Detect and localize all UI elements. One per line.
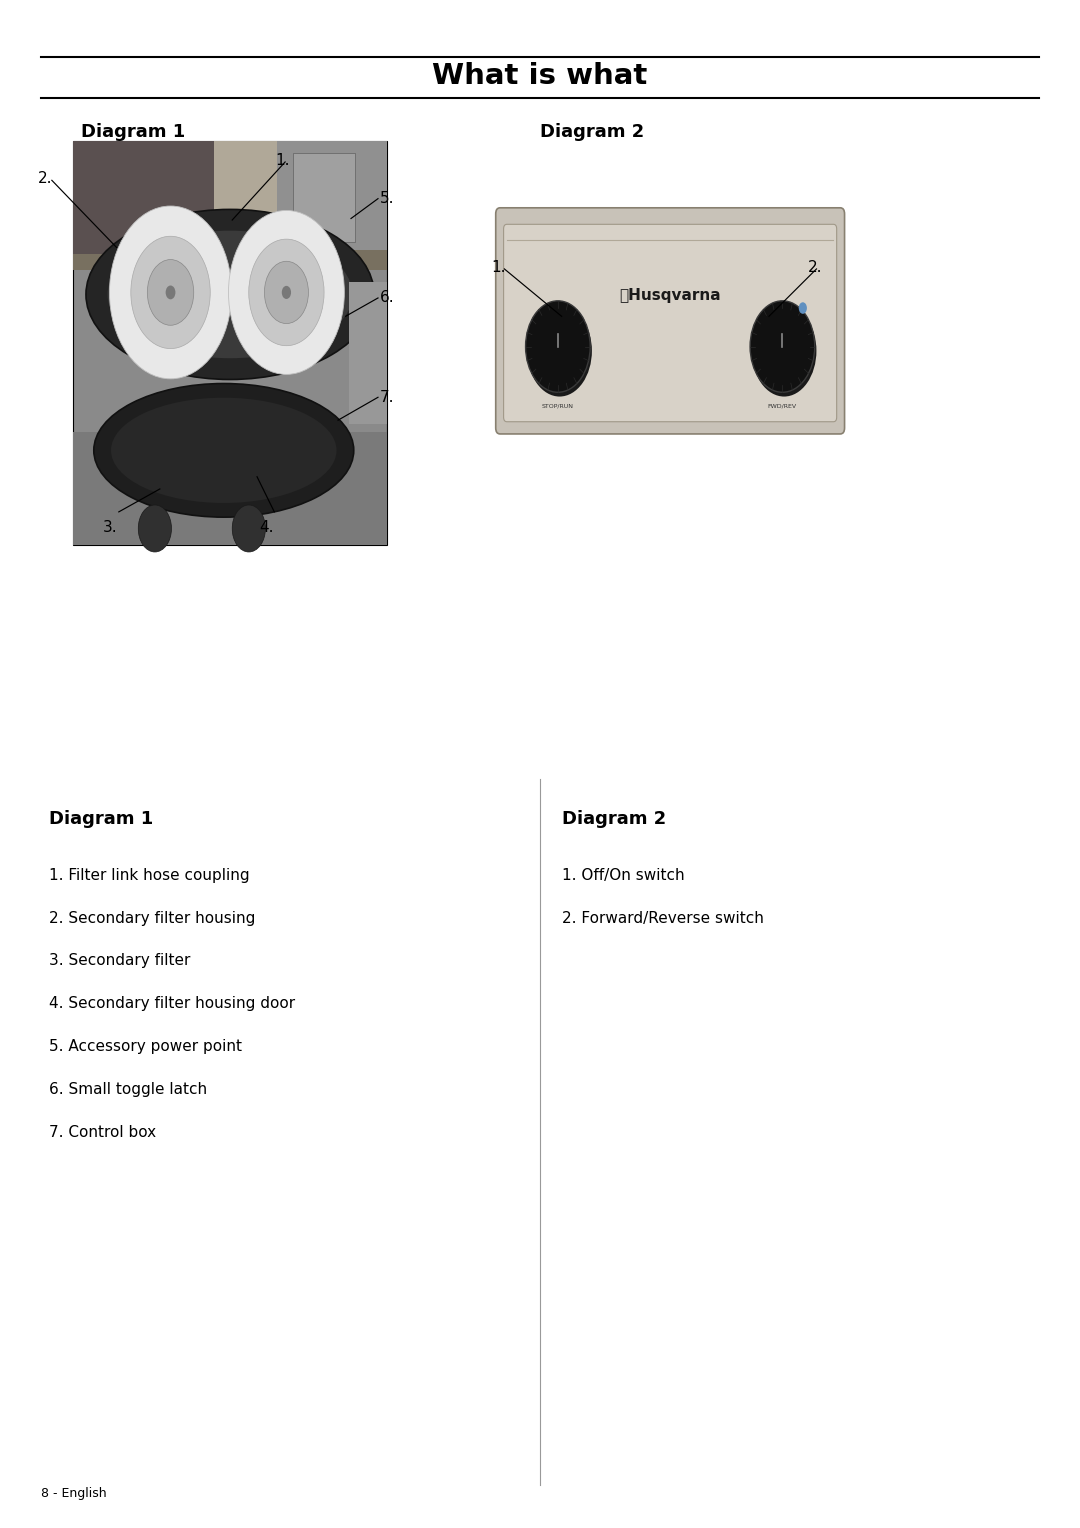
Text: 3.: 3. [103, 520, 118, 535]
Text: 3. Secondary filter: 3. Secondary filter [49, 953, 190, 969]
FancyBboxPatch shape [496, 208, 845, 434]
Ellipse shape [94, 384, 354, 516]
Text: 7. Control box: 7. Control box [49, 1125, 156, 1140]
Text: 4.: 4. [259, 520, 273, 535]
Text: Diagram 2: Diagram 2 [562, 810, 666, 828]
Text: STOP/RUN: STOP/RUN [542, 403, 573, 410]
Text: FWD/REV: FWD/REV [768, 403, 797, 410]
FancyBboxPatch shape [293, 153, 355, 241]
Text: ⓗHusqvarna: ⓗHusqvarna [619, 287, 721, 303]
Text: 5.: 5. [380, 191, 394, 206]
Circle shape [138, 504, 172, 552]
Text: 2. Secondary filter housing: 2. Secondary filter housing [49, 911, 255, 926]
Ellipse shape [111, 397, 337, 503]
Circle shape [527, 306, 592, 397]
FancyBboxPatch shape [73, 141, 387, 261]
Text: 6.: 6. [380, 290, 395, 306]
Ellipse shape [86, 209, 374, 379]
Ellipse shape [108, 231, 352, 358]
Circle shape [229, 211, 345, 374]
Text: 7.: 7. [380, 390, 394, 405]
FancyBboxPatch shape [73, 246, 387, 270]
Text: Diagram 1: Diagram 1 [81, 122, 186, 141]
Text: What is what: What is what [432, 63, 648, 90]
FancyBboxPatch shape [503, 225, 837, 422]
Circle shape [265, 261, 309, 324]
Circle shape [526, 301, 590, 393]
Text: 6. Small toggle latch: 6. Small toggle latch [49, 1082, 206, 1097]
Circle shape [232, 504, 266, 552]
Circle shape [109, 206, 231, 379]
Text: 1. Filter link hose coupling: 1. Filter link hose coupling [49, 868, 249, 883]
Circle shape [147, 260, 193, 325]
Circle shape [248, 240, 324, 345]
Text: 4. Secondary filter housing door: 4. Secondary filter housing door [49, 996, 295, 1012]
Text: 1. Off/On switch: 1. Off/On switch [562, 868, 685, 883]
Circle shape [752, 306, 816, 397]
Text: Diagram 2: Diagram 2 [540, 122, 645, 141]
FancyBboxPatch shape [349, 283, 387, 423]
Text: 1.: 1. [275, 153, 289, 168]
Circle shape [282, 286, 291, 299]
Text: 2.: 2. [808, 260, 822, 275]
Circle shape [131, 237, 211, 348]
Text: 2.: 2. [38, 171, 52, 186]
Circle shape [751, 301, 814, 393]
FancyBboxPatch shape [276, 141, 387, 251]
FancyBboxPatch shape [73, 432, 387, 545]
Text: 1.: 1. [491, 260, 505, 275]
Text: 5. Accessory power point: 5. Accessory power point [49, 1039, 242, 1054]
Text: 2. Forward/Reverse switch: 2. Forward/Reverse switch [562, 911, 764, 926]
Text: Diagram 1: Diagram 1 [49, 810, 153, 828]
Circle shape [165, 286, 175, 299]
Text: 8 - English: 8 - English [41, 1487, 107, 1500]
Circle shape [799, 303, 807, 313]
FancyBboxPatch shape [73, 141, 387, 545]
FancyBboxPatch shape [73, 141, 215, 254]
